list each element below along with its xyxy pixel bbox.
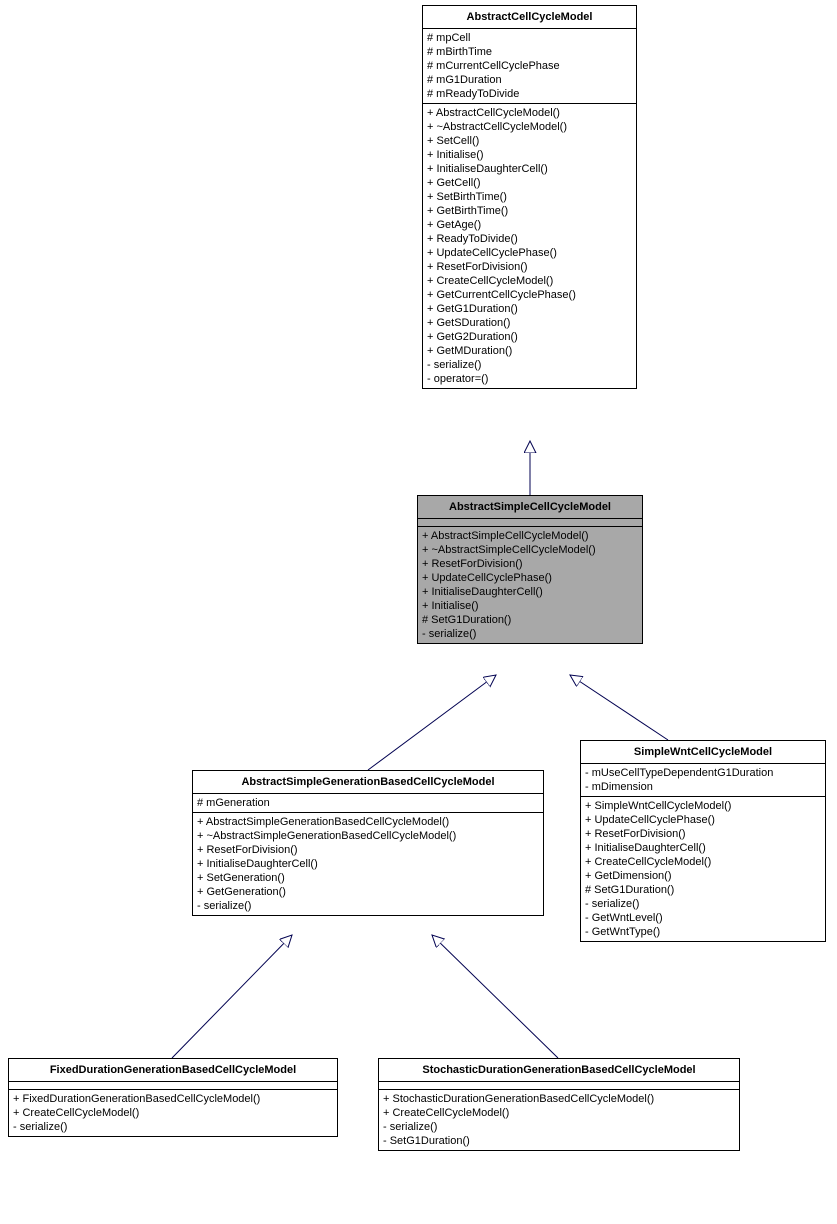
- inheritance-edge: [432, 935, 558, 1058]
- method: + GetGeneration(): [197, 885, 539, 899]
- class-title: SimpleWntCellCycleModel: [581, 741, 825, 764]
- method: + ~AbstractSimpleGenerationBasedCellCycl…: [197, 829, 539, 843]
- method: + InitialiseDaughterCell(): [197, 857, 539, 871]
- method: + GetCurrentCellCyclePhase(): [427, 288, 632, 302]
- class-abstractSimpleGeneration[interactable]: AbstractSimpleGenerationBasedCellCycleMo…: [192, 770, 544, 916]
- attribute: # mReadyToDivide: [427, 87, 632, 101]
- methods-section: + AbstractCellCycleModel()+ ~AbstractCel…: [423, 104, 636, 388]
- attributes-section: # mpCell# mBirthTime# mCurrentCellCycleP…: [423, 29, 636, 104]
- method: + Initialise(): [422, 599, 638, 613]
- class-fixedDuration[interactable]: FixedDurationGenerationBasedCellCycleMod…: [8, 1058, 338, 1137]
- attributes-section: [379, 1082, 739, 1090]
- method: + InitialiseDaughterCell(): [422, 585, 638, 599]
- method: + UpdateCellCyclePhase(): [422, 571, 638, 585]
- method: + GetMDuration(): [427, 344, 632, 358]
- method: # SetG1Duration(): [422, 613, 638, 627]
- method: + Initialise(): [427, 148, 632, 162]
- method: + AbstractSimpleGenerationBasedCellCycle…: [197, 815, 539, 829]
- attributes-section: [418, 519, 642, 527]
- class-simpleWnt[interactable]: SimpleWntCellCycleModel- mUseCellTypeDep…: [580, 740, 826, 942]
- method: - GetWntType(): [585, 925, 821, 939]
- class-title: AbstractCellCycleModel: [423, 6, 636, 29]
- method: + FixedDurationGenerationBasedCellCycleM…: [13, 1092, 333, 1106]
- method: + SetGeneration(): [197, 871, 539, 885]
- method: + AbstractCellCycleModel(): [427, 106, 632, 120]
- method: + CreateCellCycleModel(): [13, 1106, 333, 1120]
- method: + GetG1Duration(): [427, 302, 632, 316]
- methods-section: + FixedDurationGenerationBasedCellCycleM…: [9, 1090, 337, 1136]
- method: + GetAge(): [427, 218, 632, 232]
- method: + GetCell(): [427, 176, 632, 190]
- attribute: # mBirthTime: [427, 45, 632, 59]
- method: + ResetForDivision(): [585, 827, 821, 841]
- inheritance-edge: [172, 935, 292, 1058]
- method: + ReadyToDivide(): [427, 232, 632, 246]
- method: + UpdateCellCyclePhase(): [427, 246, 632, 260]
- attribute: # mpCell: [427, 31, 632, 45]
- methods-section: + StochasticDurationGenerationBasedCellC…: [379, 1090, 739, 1150]
- inheritance-edge: [368, 675, 496, 770]
- method: - GetWntLevel(): [585, 911, 821, 925]
- method: + InitialiseDaughterCell(): [427, 162, 632, 176]
- method: + ~AbstractCellCycleModel(): [427, 120, 632, 134]
- class-title: AbstractSimpleCellCycleModel: [418, 496, 642, 519]
- method: + SetBirthTime(): [427, 190, 632, 204]
- method: + GetG2Duration(): [427, 330, 632, 344]
- method: + AbstractSimpleCellCycleModel(): [422, 529, 638, 543]
- class-title: StochasticDurationGenerationBasedCellCyc…: [379, 1059, 739, 1082]
- class-title: FixedDurationGenerationBasedCellCycleMod…: [9, 1059, 337, 1082]
- methods-section: + AbstractSimpleCellCycleModel()+ ~Abstr…: [418, 527, 642, 643]
- method: + SetCell(): [427, 134, 632, 148]
- method: - serialize(): [197, 899, 539, 913]
- method: - serialize(): [585, 897, 821, 911]
- method: + ~AbstractSimpleCellCycleModel(): [422, 543, 638, 557]
- method: + ResetForDivision(): [197, 843, 539, 857]
- method: + GetDimension(): [585, 869, 821, 883]
- attribute: - mUseCellTypeDependentG1Duration: [585, 766, 821, 780]
- method: - serialize(): [422, 627, 638, 641]
- method: - serialize(): [427, 358, 632, 372]
- method: - SetG1Duration(): [383, 1134, 735, 1148]
- method: + CreateCellCycleModel(): [383, 1106, 735, 1120]
- attributes-section: [9, 1082, 337, 1090]
- attributes-section: - mUseCellTypeDependentG1Duration- mDime…: [581, 764, 825, 797]
- method: + ResetForDivision(): [422, 557, 638, 571]
- attribute: # mGeneration: [197, 796, 539, 810]
- class-abstractCellCycleModel[interactable]: AbstractCellCycleModel# mpCell# mBirthTi…: [422, 5, 637, 389]
- methods-section: + SimpleWntCellCycleModel()+ UpdateCellC…: [581, 797, 825, 941]
- method: - serialize(): [13, 1120, 333, 1134]
- method: + StochasticDurationGenerationBasedCellC…: [383, 1092, 735, 1106]
- attribute: - mDimension: [585, 780, 821, 794]
- method: - serialize(): [383, 1120, 735, 1134]
- method: + CreateCellCycleModel(): [585, 855, 821, 869]
- method: + CreateCellCycleModel(): [427, 274, 632, 288]
- class-title: AbstractSimpleGenerationBasedCellCycleMo…: [193, 771, 543, 794]
- method: + GetSDuration(): [427, 316, 632, 330]
- attributes-section: # mGeneration: [193, 794, 543, 813]
- attribute: # mG1Duration: [427, 73, 632, 87]
- class-stochasticDuration[interactable]: StochasticDurationGenerationBasedCellCyc…: [378, 1058, 740, 1151]
- method: - operator=(): [427, 372, 632, 386]
- method: + GetBirthTime(): [427, 204, 632, 218]
- method: + SimpleWntCellCycleModel(): [585, 799, 821, 813]
- attribute: # mCurrentCellCyclePhase: [427, 59, 632, 73]
- method: + ResetForDivision(): [427, 260, 632, 274]
- method: + UpdateCellCyclePhase(): [585, 813, 821, 827]
- method: + InitialiseDaughterCell(): [585, 841, 821, 855]
- methods-section: + AbstractSimpleGenerationBasedCellCycle…: [193, 813, 543, 915]
- method: # SetG1Duration(): [585, 883, 821, 897]
- class-abstractSimpleCellCycleModel[interactable]: AbstractSimpleCellCycleModel + AbstractSi…: [417, 495, 643, 644]
- inheritance-edge: [570, 675, 668, 740]
